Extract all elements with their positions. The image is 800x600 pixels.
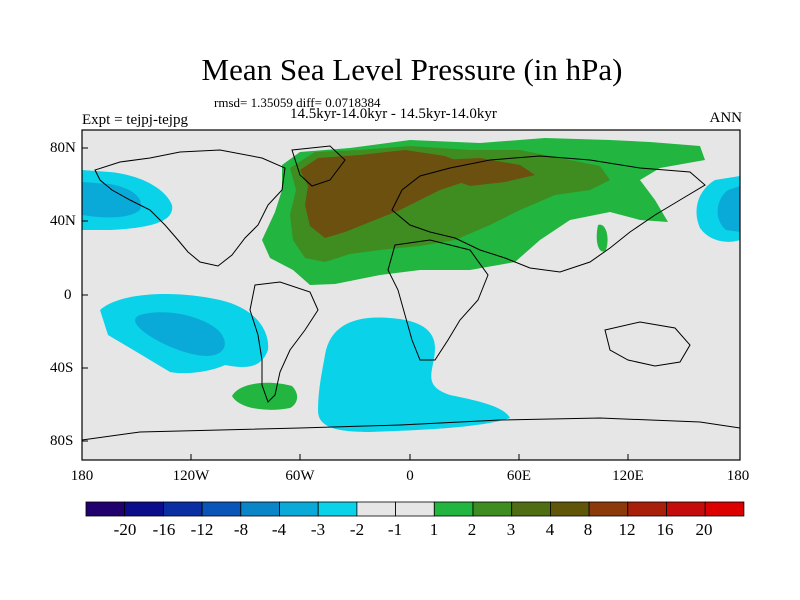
coastlines [82,145,740,441]
stats-text: rmsd= 1.35059 diff= 0.0718384 [214,95,381,110]
lon-label-120w: 120W [172,468,210,484]
colorbar-swatch [124,501,164,517]
lat-label-80n: 80N [50,140,76,156]
colorbar-swatch [201,501,242,517]
lon-label-180w: 180 [70,468,94,484]
colorbar-swatch [85,501,126,517]
colorbar-swatch [395,501,435,517]
negative-anomaly-south-pacific-core [135,312,225,356]
colorbar-swatch [472,501,513,517]
colorbar-label: -16 [152,520,176,539]
colorbar-swatch [162,501,203,517]
colorbar-swatch [627,501,667,517]
negative-anomaly-north-pacific-west-core [82,182,142,218]
colorbar-swatch [317,501,358,517]
experiment-label: Expt = tejpj-tejpg [82,112,188,128]
colorbar-label: -3 [310,520,326,539]
colorbar-label: 12 [618,520,636,539]
colorbar-swatch [588,501,629,517]
colorbar-label: 3 [506,520,516,539]
lat-label-0: 0 [64,287,72,303]
colorbar-label: 8 [583,520,593,539]
colorbar-label: 20 [695,520,713,539]
colorbar-label: -1 [387,520,403,539]
colorbar-swatch [666,501,706,517]
colorbar-swatch [511,501,551,517]
colorbar-label: -20 [113,520,137,539]
season-label: ANN [709,110,743,126]
positive-anomaly-south-america [232,382,298,410]
colorbar-label: -12 [190,520,214,539]
period-text: 14.5kyr-14.0kyr - 14.5kyr-14.0kyr [290,106,497,122]
colorbar-label: 16 [656,520,674,539]
positive-anomaly-peak [300,150,475,238]
axis-ticks [82,147,629,460]
lon-label-60e: 60E [506,468,532,484]
colorbar-swatch [433,501,474,517]
positive-anomaly-patch [596,224,608,252]
colorbar [85,501,745,517]
colorbar-label: -4 [271,520,287,539]
lat-label-40n: 40N [50,213,76,229]
colorbar-label: 2 [467,520,477,539]
colorbar-label: 1 [429,520,439,539]
colorbar-label: -8 [233,520,249,539]
negative-anomaly-south-atlantic [318,317,510,432]
lat-label-40s: 40S [50,360,74,376]
lat-label-80s: 80S [50,433,74,449]
colorbar-label: -2 [349,520,365,539]
colorbar-swatch [279,501,319,517]
lon-label-180e: 180 [726,468,750,484]
colorbar-swatch [550,501,590,517]
map-title: Mean Sea Level Pressure (in hPa) [201,52,623,87]
lon-label-0: 0 [406,468,414,484]
lon-label-60w: 60W [285,468,315,484]
colorbar-swatch [356,501,396,517]
colorbar-label: 4 [545,520,555,539]
colorbar-swatch [240,501,280,517]
colorbar-swatch [704,501,745,517]
negative-anomaly-north-pacific-east-core [717,186,740,232]
lon-label-120e: 120E [612,468,644,484]
